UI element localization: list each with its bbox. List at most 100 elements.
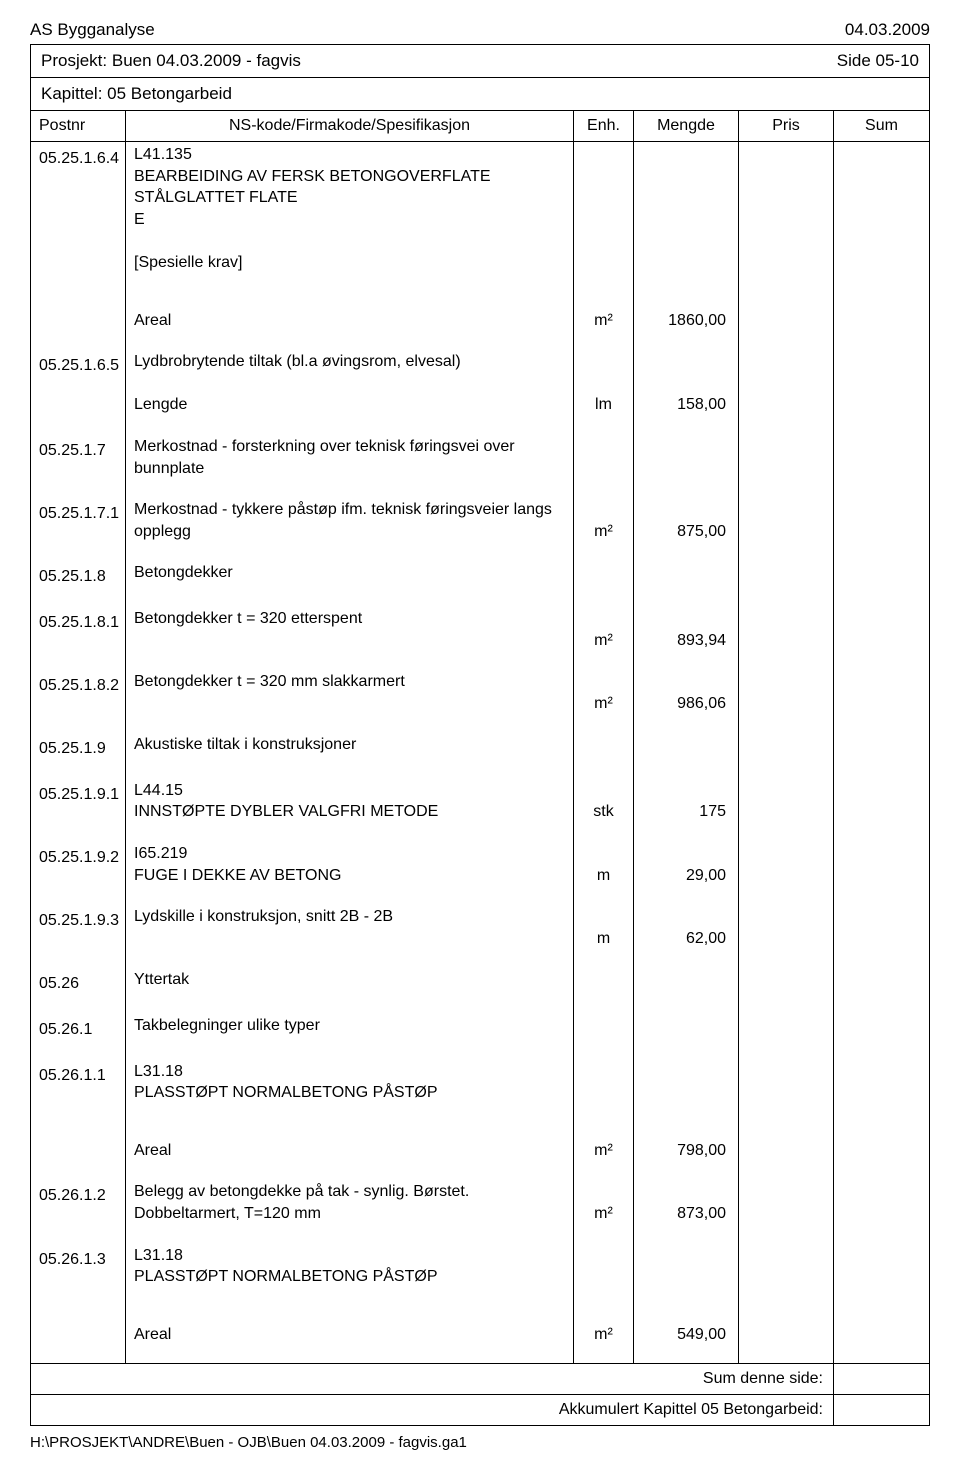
cell (739, 1179, 834, 1226)
cell: Merkostnad - forsterkning over teknisk f… (126, 434, 574, 481)
cell (126, 716, 574, 732)
cell: L31.18 PLASSTØPT NORMALBETONG PÅSTØP (126, 1243, 574, 1290)
table-row: 05.25.1.9Akustiske tiltak i konstruksjon… (31, 732, 929, 762)
cell (634, 1106, 739, 1122)
cell: L31.18 PLASSTØPT NORMALBETONG PÅSTØP (126, 1059, 574, 1106)
cell (739, 1106, 834, 1122)
cell (834, 418, 929, 434)
cell (834, 497, 929, 544)
row-spacer (31, 1227, 929, 1243)
cell (739, 716, 834, 732)
cell (126, 1163, 574, 1179)
cell (574, 434, 634, 481)
cell (634, 762, 739, 778)
cell (634, 1163, 739, 1179)
cell: 05.26.1.3 (31, 1243, 126, 1290)
cell: 62,00 (634, 904, 739, 951)
cell: I65.219 FUGE I DEKKE AV BETONG (126, 841, 574, 888)
cell (834, 1179, 929, 1226)
table-row: 05.26Yttertak (31, 967, 929, 997)
cell (834, 590, 929, 606)
cell (834, 1122, 929, 1138)
page-number: Side 05-10 (837, 51, 919, 71)
cell: 05.25.1.7.1 (31, 497, 126, 544)
cell (126, 825, 574, 841)
row-spacer (31, 653, 929, 669)
page: AS Bygganalyse 04.03.2009 Prosjekt: Buen… (0, 0, 960, 1471)
cell (574, 1347, 634, 1363)
cell (739, 1059, 834, 1106)
cell (739, 1290, 834, 1306)
table-row: 05.26.1Takbelegninger ulike typer (31, 1013, 929, 1043)
cell: 893,94 (634, 606, 739, 653)
cell: 05.26.1 (31, 1013, 126, 1043)
cell (634, 434, 739, 481)
cell (126, 762, 574, 778)
cell (31, 997, 126, 1013)
cell (574, 825, 634, 841)
cell (31, 762, 126, 778)
cell: 05.25.1.6.5 (31, 349, 126, 418)
cell: m² (574, 606, 634, 653)
cell (634, 142, 739, 276)
cell: Areal (126, 1138, 574, 1164)
cell (126, 481, 574, 497)
company-name: AS Bygganalyse (30, 20, 155, 40)
cell: 05.25.1.6.4 (31, 142, 126, 276)
table-row: 05.26.1.1L31.18 PLASSTØPT NORMALBETONG P… (31, 1059, 929, 1106)
project-line: Prosjekt: Buen 04.03.2009 - fagvis Side … (31, 45, 929, 78)
row-spacer (31, 762, 929, 778)
cell (574, 1013, 634, 1043)
cell (574, 1043, 634, 1059)
row-spacer (31, 825, 929, 841)
table-row: 05.25.1.7.1Merkostnad - tykkere påstøp i… (31, 497, 929, 544)
cell (634, 1306, 739, 1322)
cell (31, 590, 126, 606)
footer-sum-row1: Sum denne side: (31, 1363, 929, 1394)
cell (739, 1322, 834, 1348)
cell (834, 349, 929, 418)
cell (31, 308, 126, 334)
cell: m² (574, 669, 634, 716)
cell: 798,00 (634, 1138, 739, 1164)
cell (739, 951, 834, 967)
cell (834, 544, 929, 560)
cell: 1860,00 (634, 308, 739, 334)
cell (634, 716, 739, 732)
table-row: 05.25.1.6.4L41.135 BEARBEIDING AV FERSK … (31, 142, 929, 276)
cell (834, 292, 929, 308)
cell (126, 333, 574, 349)
cell (31, 1306, 126, 1322)
cell: lm (574, 349, 634, 418)
cell: Areal (126, 1322, 574, 1348)
cell (834, 669, 929, 716)
cell (31, 276, 126, 292)
cell (126, 276, 574, 292)
row-spacer (31, 481, 929, 497)
cell (739, 653, 834, 669)
cell (739, 349, 834, 418)
cell (834, 841, 929, 888)
cell (126, 1306, 574, 1322)
cell (739, 1163, 834, 1179)
cell: Betongdekker t = 320 mm slakkarmert (126, 669, 574, 716)
cell (834, 1043, 929, 1059)
row-spacer (31, 292, 929, 308)
cell (31, 544, 126, 560)
cell (834, 778, 929, 825)
cell (739, 544, 834, 560)
row-spacer (31, 997, 929, 1013)
cell (739, 497, 834, 544)
cell: m² (574, 308, 634, 334)
cell: 05.25.1.8.2 (31, 669, 126, 716)
cell (574, 292, 634, 308)
cell (834, 1347, 929, 1363)
cell (634, 967, 739, 997)
cell (834, 1306, 929, 1322)
cell (31, 716, 126, 732)
cell (834, 1227, 929, 1243)
cell (574, 1059, 634, 1106)
cell (739, 292, 834, 308)
top-header: AS Bygganalyse 04.03.2009 (30, 20, 930, 40)
cell (834, 1290, 929, 1306)
